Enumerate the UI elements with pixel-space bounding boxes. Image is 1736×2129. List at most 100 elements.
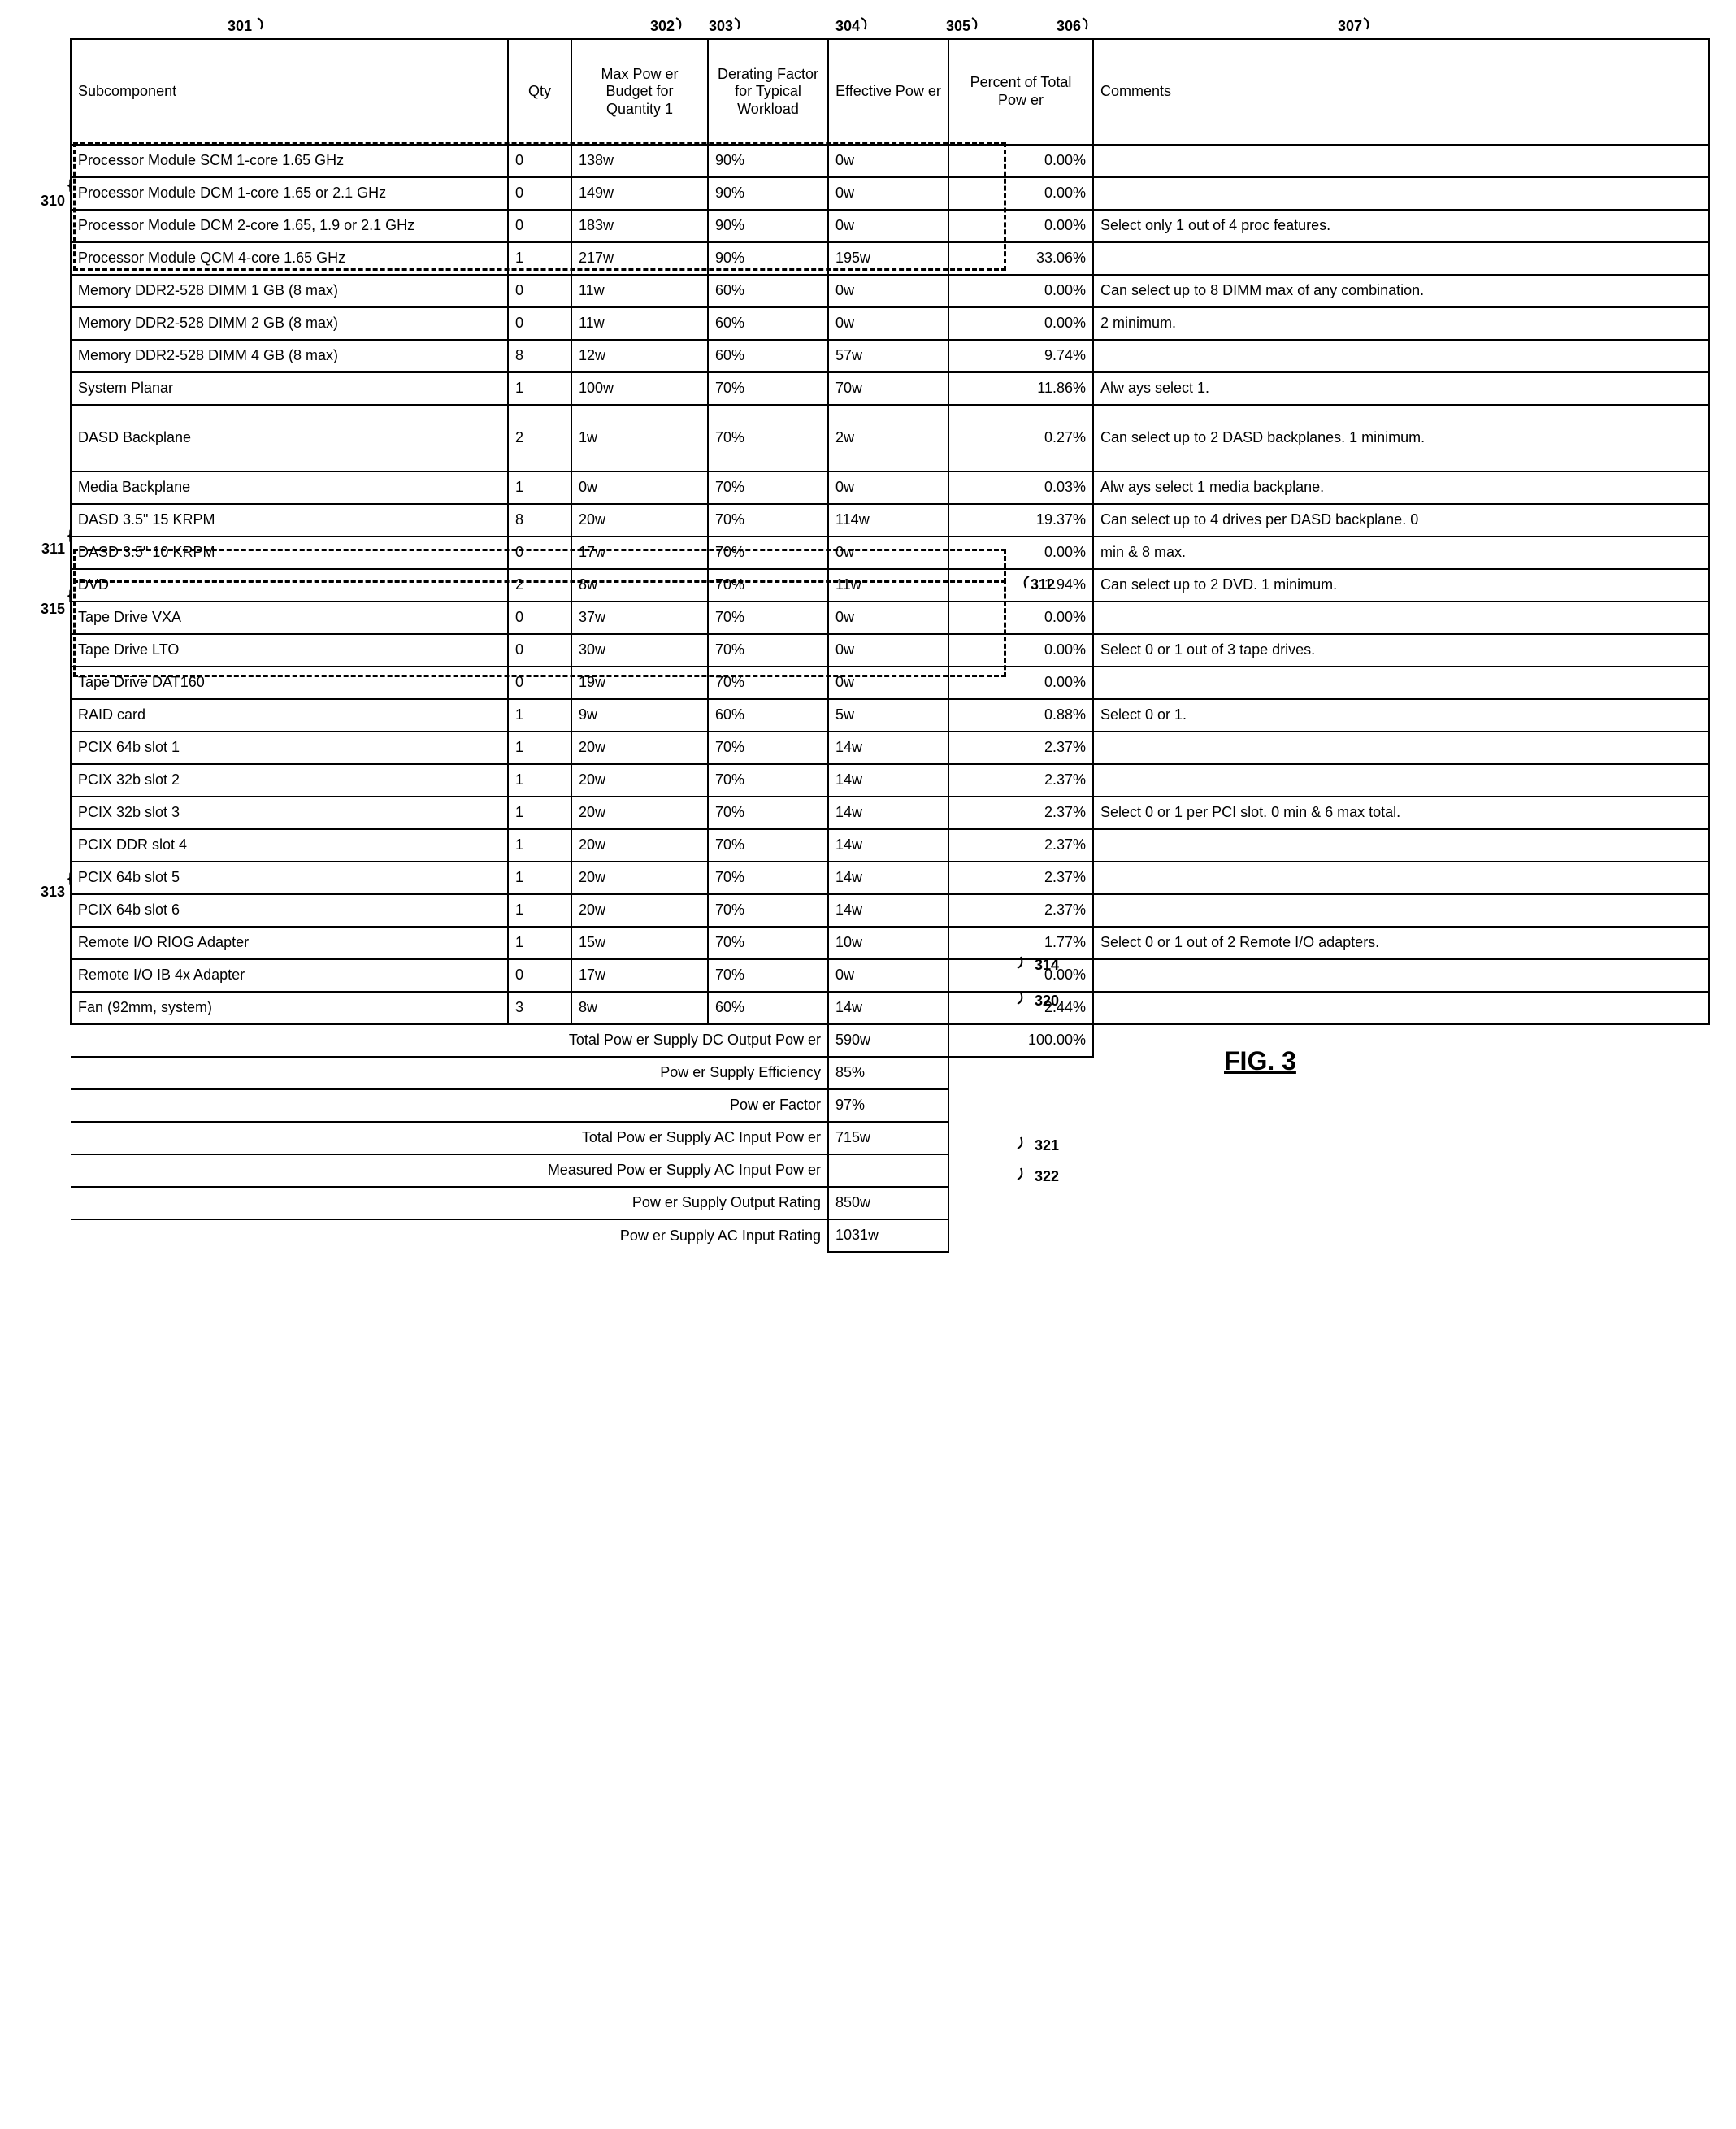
cell-sub: PCIX 64b slot 6 — [71, 894, 508, 927]
cell-pct: 2.37% — [948, 732, 1093, 764]
header-row: Subcomponent Qty Max Pow er Budget for Q… — [71, 39, 1709, 145]
cell-eff: 14w — [828, 992, 948, 1024]
cell-der: 60% — [708, 340, 828, 372]
cell-eff: 0w — [828, 959, 948, 992]
table-row: Processor Module SCM 1-core 1.65 GHz0138… — [71, 145, 1709, 177]
cell-pct: 0.27% — [948, 405, 1093, 471]
cell-qty: 1 — [508, 927, 571, 959]
cell-qty: 0 — [508, 634, 571, 667]
cell-pct: 0.00% — [948, 177, 1093, 210]
summary-eff: 85% — [828, 1057, 948, 1089]
cell-max: 11w — [571, 275, 708, 307]
ref-314: 314 — [1016, 955, 1059, 974]
summary-eff: 97% — [828, 1089, 948, 1122]
cell-der: 70% — [708, 405, 828, 471]
table-row: Tape Drive DAT160019w70%0w0.00% — [71, 667, 1709, 699]
summary-label: Measured Pow er Supply AC Input Pow er — [71, 1154, 828, 1187]
cell-sub: PCIX 32b slot 2 — [71, 764, 508, 797]
cell-sub: DASD 3.5" 10 KRPM — [71, 537, 508, 569]
cell-pct: 2.37% — [948, 894, 1093, 927]
summary-label: Pow er Supply Output Rating — [71, 1187, 828, 1219]
cell-sub: Tape Drive LTO — [71, 634, 508, 667]
summary-row: Pow er Supply Output Rating850w — [71, 1187, 1709, 1219]
cell-eff: 14w — [828, 732, 948, 764]
cell-pct: 0.03% — [948, 471, 1093, 504]
cell-eff: 0w — [828, 145, 948, 177]
cell-sub: Memory DDR2-528 DIMM 4 GB (8 max) — [71, 340, 508, 372]
cell-qty: 1 — [508, 242, 571, 275]
cell-max: 8w — [571, 992, 708, 1024]
cell-sub: PCIX DDR slot 4 — [71, 829, 508, 862]
h-der: Derating Factor for Typical Workload — [708, 39, 828, 145]
cell-max: 100w — [571, 372, 708, 405]
cell-sub: Processor Module QCM 4-core 1.65 GHz — [71, 242, 508, 275]
cell-eff: 0w — [828, 210, 948, 242]
summary-row: Total Pow er Supply DC Output Pow er590w… — [71, 1024, 1709, 1057]
cell-der: 60% — [708, 307, 828, 340]
cell-pct: 19.37% — [948, 504, 1093, 537]
cell-der: 70% — [708, 569, 828, 602]
cell-eff: 0w — [828, 471, 948, 504]
cell-qty: 1 — [508, 829, 571, 862]
cell-eff: 114w — [828, 504, 948, 537]
table-row: Tape Drive VXA037w70%0w0.00% — [71, 602, 1709, 634]
cell-com — [1093, 177, 1709, 210]
cell-max: 9w — [571, 699, 708, 732]
cell-eff: 0w — [828, 537, 948, 569]
cell-pct: 0.88% — [948, 699, 1093, 732]
cell-qty: 0 — [508, 959, 571, 992]
cell-pct: 0.00% — [948, 667, 1093, 699]
ref-321: 321 — [1016, 1136, 1059, 1154]
column-ref-labels: 301 302 303 304 305 306 307 — [65, 16, 1720, 35]
table-row: PCIX 32b slot 2120w70%14w2.37% — [71, 764, 1709, 797]
cell-der: 60% — [708, 699, 828, 732]
cell-pct: 11.86% — [948, 372, 1093, 405]
h-com: Comments — [1093, 39, 1709, 145]
cell-eff: 14w — [828, 829, 948, 862]
summary-label: Pow er Supply AC Input Rating — [71, 1219, 828, 1252]
cell-eff: 0w — [828, 602, 948, 634]
cell-max: 183w — [571, 210, 708, 242]
cell-sub: Media Backplane — [71, 471, 508, 504]
cell-com — [1093, 145, 1709, 177]
cell-sub: DASD 3.5" 15 KRPM — [71, 504, 508, 537]
cell-der: 90% — [708, 210, 828, 242]
cell-pct: 1.77% — [948, 927, 1093, 959]
summary-row: Total Pow er Supply AC Input Pow er715w — [71, 1122, 1709, 1154]
cell-qty: 2 — [508, 405, 571, 471]
cell-com: Can select up to 2 DVD. 1 minimum. — [1093, 569, 1709, 602]
cell-com: Select 0 or 1 out of 3 tape drives. — [1093, 634, 1709, 667]
cell-max: 20w — [571, 829, 708, 862]
cell-com: Can select up to 2 DASD backplanes. 1 mi… — [1093, 405, 1709, 471]
cell-eff: 5w — [828, 699, 948, 732]
cell-der: 70% — [708, 959, 828, 992]
cell-qty: 1 — [508, 471, 571, 504]
cell-eff: 57w — [828, 340, 948, 372]
cell-eff: 0w — [828, 667, 948, 699]
table-row: Tape Drive LTO030w70%0w0.00%Select 0 or … — [71, 634, 1709, 667]
cell-max: 217w — [571, 242, 708, 275]
cell-com: Can select up to 8 DIMM max of any combi… — [1093, 275, 1709, 307]
cell-com — [1093, 959, 1709, 992]
cell-sub: PCIX 32b slot 3 — [71, 797, 508, 829]
table-container: Subcomponent Qty Max Pow er Budget for Q… — [70, 38, 1710, 1253]
cell-pct: 2.37% — [948, 764, 1093, 797]
cell-com — [1093, 732, 1709, 764]
cell-der: 70% — [708, 504, 828, 537]
h-eff: Effective Pow er — [828, 39, 948, 145]
cell-qty: 0 — [508, 210, 571, 242]
summary-eff — [828, 1154, 948, 1187]
cell-der: 70% — [708, 471, 828, 504]
cell-eff: 14w — [828, 797, 948, 829]
summary-label: Total Pow er Supply DC Output Pow er — [71, 1024, 828, 1057]
cell-eff: 0w — [828, 307, 948, 340]
cell-sub: Processor Module DCM 1-core 1.65 or 2.1 … — [71, 177, 508, 210]
cell-com: Select 0 or 1. — [1093, 699, 1709, 732]
table-row: DVD28w70%11w1.94%Can select up to 2 DVD.… — [71, 569, 1709, 602]
cell-der: 70% — [708, 797, 828, 829]
cell-qty: 8 — [508, 340, 571, 372]
cell-pct: 0.00% — [948, 145, 1093, 177]
summary-eff: 850w — [828, 1187, 948, 1219]
cell-qty: 0 — [508, 177, 571, 210]
cell-com — [1093, 242, 1709, 275]
